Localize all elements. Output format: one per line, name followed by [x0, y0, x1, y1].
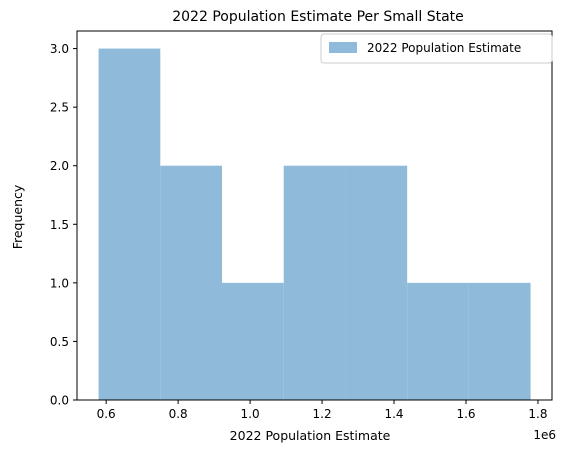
- bars-group: [98, 48, 531, 400]
- legend-box: [320, 33, 553, 64]
- y-axis-label: Frequency: [10, 184, 25, 249]
- histogram-bar: [407, 282, 469, 400]
- legend-entry-label: 2022 Population Estimate: [367, 41, 521, 55]
- y-tick-label: 0.0: [50, 394, 69, 408]
- y-tick-label: 2.5: [50, 101, 69, 115]
- x-tick-label: 1.4: [384, 407, 403, 421]
- legend-swatch: [329, 42, 357, 53]
- histogram-bar: [98, 48, 161, 400]
- x-tick-label: 1.0: [241, 407, 260, 421]
- axes-group: 0.6 0.8 1.0 1.2 1.4 1.6 1.8 0.0 0.5 1.0 1.5 2.0 2.5 3…: [50, 30, 553, 421]
- y-tick-label: 1.5: [50, 218, 69, 232]
- x-tick-label: 0.8: [169, 407, 188, 421]
- x-offset-label: 1e6: [533, 428, 556, 442]
- x-tick-label: 1.6: [456, 407, 475, 421]
- y-tick-label: 0.5: [50, 335, 69, 349]
- histogram-bar: [283, 165, 346, 400]
- histogram-bar: [345, 165, 408, 400]
- y-tick-label: 1.0: [50, 276, 69, 290]
- histogram-bar: [222, 282, 284, 400]
- legend: 2022 Population Estimate: [320, 33, 553, 64]
- y-tick-label: 2.0: [50, 159, 69, 173]
- histogram-bar: [468, 282, 531, 400]
- plot-frame: [76, 30, 553, 401]
- x-axis-label: 2022 Population Estimate: [230, 428, 391, 443]
- chart-title: 2022 Population Estimate Per Small State: [172, 9, 464, 25]
- y-tick-label: 3.0: [50, 42, 69, 56]
- x-tick-label: 1.2: [313, 407, 332, 421]
- x-tick-label: 1.8: [528, 407, 547, 421]
- histogram-bar: [160, 165, 223, 400]
- x-tick-label: 0.6: [97, 407, 116, 421]
